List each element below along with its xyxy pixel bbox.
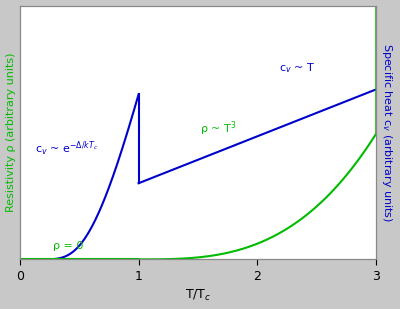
Text: ρ = 0: ρ = 0 — [53, 241, 83, 251]
X-axis label: T/T$_c$: T/T$_c$ — [185, 288, 211, 303]
Text: c$_v$ ~ e$^{-\Delta/kT_c}$: c$_v$ ~ e$^{-\Delta/kT_c}$ — [35, 140, 98, 158]
Y-axis label: Resistivity ρ (arbitrary units): Resistivity ρ (arbitrary units) — [6, 53, 16, 212]
Text: c$_v$ ~ T: c$_v$ ~ T — [279, 61, 315, 75]
Y-axis label: Specific heat c$_v$ (arbitrary units): Specific heat c$_v$ (arbitrary units) — [380, 43, 394, 222]
Text: ρ ~ T$^3$: ρ ~ T$^3$ — [200, 119, 237, 138]
